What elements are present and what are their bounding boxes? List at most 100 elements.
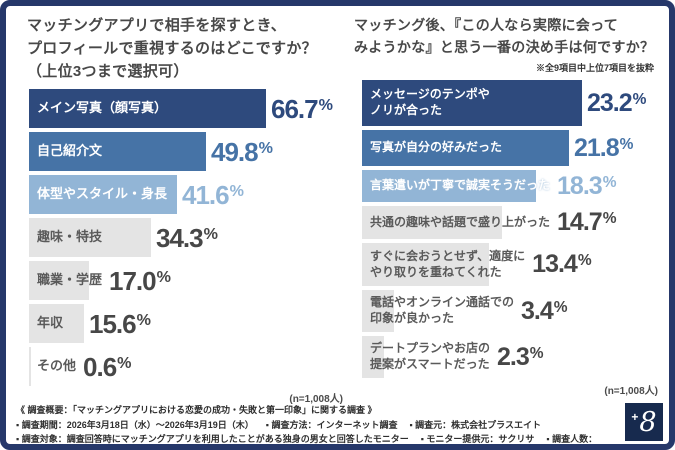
bar: メッセージのテンポや ノリが合った: [362, 80, 582, 126]
survey-target: ▪ 調査対象：調査回答時にマッチングアプリを利用したことがある独身の男女と回答し…: [16, 434, 409, 444]
bar-fill: [362, 243, 489, 286]
bar-row: その他 0.6%: [29, 347, 343, 386]
bar-value-number: 14.7: [557, 208, 603, 236]
chart-title-line: マッチング後、『この人なら実際に会って: [354, 17, 618, 33]
bar: 体型やスタイル・身長: [29, 175, 177, 214]
percent-sign: %: [602, 173, 617, 191]
percent-sign: %: [203, 224, 218, 243]
sample-size-label: (n=1,008人): [604, 386, 658, 397]
percent-sign: %: [553, 298, 568, 316]
percent-sign: %: [229, 181, 244, 200]
bar-label: メッセージのテンポや ノリが合った: [370, 87, 490, 117]
percent-sign: %: [258, 138, 273, 157]
bar-value-number: 2.3: [497, 342, 530, 371]
bar-fill: [362, 170, 536, 202]
chart-profile-priority: マッチングアプリで相手を探すとき、 プロフィールで重視するのはどこですか？ （上…: [27, 14, 343, 405]
bar-value-number: 34.3: [156, 222, 204, 253]
bar-fill: [29, 132, 206, 171]
logo-plus: +: [631, 410, 639, 424]
bar: メイン写真（顔写真）: [29, 89, 266, 128]
percent-sign: %: [156, 267, 171, 286]
bar-label: 電話やオンライン通話での 印象が良かった: [370, 295, 515, 325]
bar-value-number: 17.0: [109, 265, 157, 296]
bar-fill: [362, 80, 582, 126]
bar-value: 41.6%: [182, 182, 244, 208]
bar-fill: [362, 290, 394, 332]
bar-fill: [29, 304, 84, 343]
bar: 共通の趣味や話題で盛り上がった: [362, 206, 552, 239]
bar-label: 言葉遣いが丁寧で誠実そうだった: [370, 178, 551, 193]
percent-sign: %: [632, 90, 647, 108]
bar-row: 体型やスタイル・身長 41.6%: [29, 175, 343, 214]
bar-label: その他: [37, 358, 77, 374]
bar-label: 体型やスタイル・身長: [37, 186, 168, 202]
bar-value: 49.8%: [211, 139, 273, 165]
survey-overview-line: ▪ 調査対象：調査回答時にマッチングアプリを利用したことがある独身の男女と回答し…: [16, 432, 616, 444]
bar-value: 2.3%: [497, 342, 544, 371]
bar-label: すぐに会おうとせず、適度に やり取りを重ねてくれた: [370, 248, 526, 279]
bar-fill: [29, 89, 266, 128]
bar: 写真が自分の好みだった: [362, 130, 569, 166]
percent-sign: %: [602, 210, 617, 227]
survey-method: ▪ 調査方法：インターネット調査: [265, 419, 398, 430]
bar-row: 写真が自分の好みだった 21.8%: [362, 130, 666, 166]
sample-size-label: (n=1,008人): [289, 394, 343, 405]
survey-monitor-provider: ▪ モニター提供元：サクリサ: [420, 434, 535, 444]
bar-chart: メッセージのテンポや ノリが合った 23.2% 写真が自分の好みだった 21.8…: [362, 80, 666, 378]
bar-row: 趣味・特技 34.3%: [29, 218, 343, 257]
bar-fill: [29, 218, 151, 257]
bar-label: 職業・学歴: [37, 272, 103, 288]
bar-value: 13.4%: [532, 252, 591, 277]
bar-value: 18.3%: [557, 173, 617, 199]
percent-sign: %: [117, 353, 132, 372]
survey-overview-line: ▪ 調査期間：2026年3月18日（水）〜2026年3月19日（木） ▪ 調査方法…: [16, 418, 616, 433]
bar-row: すぐに会おうとせず、適度に やり取りを重ねてくれた 13.4%: [362, 243, 666, 286]
bar-label: デートプランやお店の 提案がスマートだった: [370, 341, 491, 371]
bar-value: 21.8%: [574, 135, 634, 161]
percent-sign: %: [529, 344, 544, 362]
bar-label: 自己紹介文: [37, 143, 103, 159]
survey-source: ▪ 調査元：株式会社プラスエイト: [409, 419, 541, 430]
bar-value-number: 41.6: [182, 179, 230, 210]
bar: すぐに会おうとせず、適度に やり取りを重ねてくれた: [362, 243, 527, 286]
bar-row: 自己紹介文 49.8%: [29, 132, 343, 171]
bar-fill: [29, 261, 89, 300]
bar-row: 電話やオンライン通話での 印象が良かった 3.4%: [362, 290, 666, 332]
bar-value-number: 49.8: [211, 136, 259, 167]
bar-value: 17.0%: [109, 268, 171, 294]
chart-title: マッチング後、『この人なら実際に会って みようかな』と思う一番の決め手は何ですか…: [354, 14, 666, 58]
percent-sign: %: [136, 310, 151, 329]
bar-value-number: 23.2: [587, 88, 633, 117]
bar-row: 共通の趣味や話題で盛り上がった 14.7%: [362, 206, 666, 239]
bar-value: 34.3%: [156, 225, 218, 251]
bar-value: 23.2%: [587, 88, 647, 117]
bar-value: 15.6%: [89, 311, 151, 337]
chart-title-line: マッチングアプリで相手を探すとき、: [27, 17, 287, 34]
bar-value-number: 15.6: [89, 308, 137, 339]
bar-label: 共通の趣味や話題で盛り上がった: [370, 214, 551, 229]
logo-eight: 8: [639, 406, 657, 438]
survey-overview: 《 調査概要：「マッチングアプリにおける恋愛の成功・失敗と第一印象」に関する調査…: [16, 403, 616, 444]
chart-title-line: プロフィールで重視するのはどこですか？: [27, 40, 317, 57]
bar-label: 年収: [37, 315, 64, 331]
survey-period: ▪ 調査期間：2026年3月18日（水）〜2026年3月19日（木）: [16, 419, 254, 430]
bar-row: 言葉遣いが丁寧で誠実そうだった 18.3%: [362, 170, 666, 202]
bar-label: メイン写真（顔写真）: [37, 100, 168, 116]
percent-sign: %: [619, 135, 634, 153]
bar-label: 趣味・特技: [37, 229, 103, 245]
chart-title-line: みようかな』と思う一番の決め手は何ですか？: [354, 39, 655, 55]
percent-sign: %: [577, 252, 592, 269]
bar: 趣味・特技: [29, 218, 151, 257]
bar-fill: [362, 130, 569, 166]
bar-row: 年収 15.6%: [29, 304, 343, 343]
bar: 言葉遣いが丁寧で誠実そうだった: [362, 170, 552, 202]
bar-value: 66.7%: [271, 96, 333, 122]
bar-value: 0.6%: [83, 354, 131, 380]
bar-fill: [29, 175, 177, 214]
bar: 電話やオンライン通話での 印象が良かった: [362, 290, 516, 332]
bar-value: 14.7%: [557, 210, 616, 235]
bar-value-number: 0.6: [83, 351, 117, 382]
chart-title-line: （上位3つまで選択可）: [27, 63, 189, 80]
bar: 年収: [29, 304, 84, 343]
